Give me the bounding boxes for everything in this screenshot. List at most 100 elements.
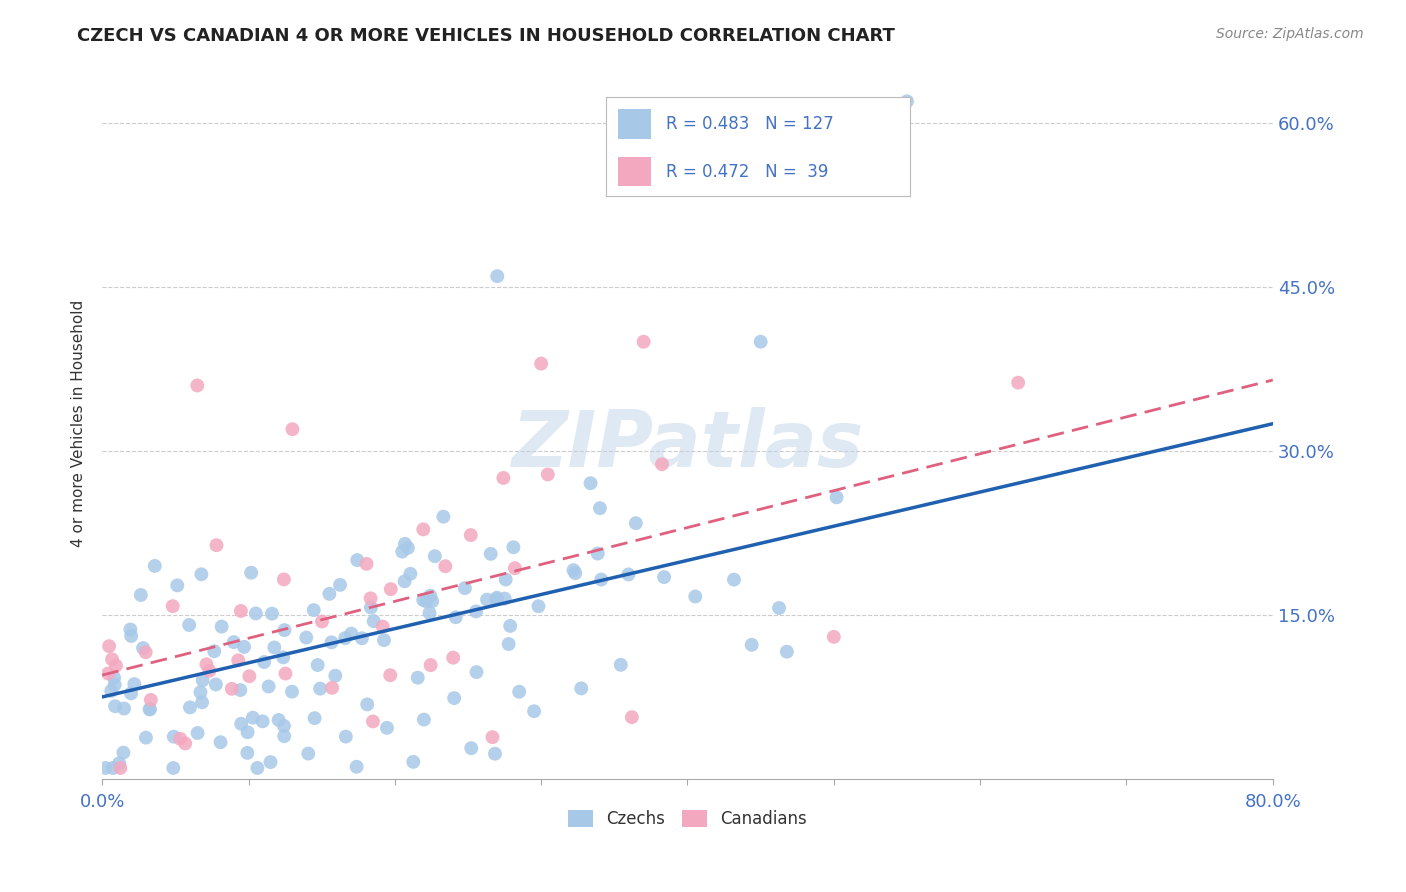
Point xyxy=(205,677,228,691)
Point xyxy=(321,635,343,649)
Point xyxy=(271,650,294,665)
Point xyxy=(530,357,553,371)
Point xyxy=(226,653,249,667)
Point xyxy=(211,619,233,633)
Point xyxy=(723,573,745,587)
Point xyxy=(591,573,613,587)
Point xyxy=(162,599,184,614)
Point xyxy=(651,457,673,471)
Point xyxy=(307,658,329,673)
Point xyxy=(236,725,259,739)
Point xyxy=(166,578,188,592)
Point xyxy=(360,591,382,606)
Point xyxy=(205,538,228,552)
Point xyxy=(108,756,131,771)
Point xyxy=(418,606,440,620)
Point xyxy=(444,610,467,624)
Point xyxy=(432,509,454,524)
Point xyxy=(419,658,441,673)
Point xyxy=(98,639,121,653)
Y-axis label: 4 or more Vehicles in Household: 4 or more Vehicles in Household xyxy=(72,300,86,548)
Point xyxy=(485,592,508,607)
Point xyxy=(198,664,221,678)
Point xyxy=(221,681,243,696)
Point xyxy=(94,761,117,775)
Point xyxy=(273,719,295,733)
Point xyxy=(486,269,509,284)
Point xyxy=(441,650,464,665)
Text: CZECH VS CANADIAN 4 OR MORE VEHICLES IN HOUSEHOLD CORRELATION CHART: CZECH VS CANADIAN 4 OR MORE VEHICLES IN … xyxy=(77,27,896,45)
Point xyxy=(361,714,384,729)
Point xyxy=(741,638,763,652)
Point xyxy=(465,604,488,618)
Point xyxy=(236,746,259,760)
Point xyxy=(281,684,304,698)
Point xyxy=(273,729,295,743)
Point xyxy=(375,721,398,735)
Point xyxy=(537,467,560,482)
Point xyxy=(749,334,772,349)
Point xyxy=(242,711,264,725)
Point xyxy=(101,652,124,666)
Point xyxy=(479,547,502,561)
Point xyxy=(371,620,394,634)
Point xyxy=(346,553,368,567)
Point xyxy=(394,537,416,551)
Point xyxy=(222,635,245,649)
Point xyxy=(179,618,201,632)
Point xyxy=(503,561,526,575)
Point xyxy=(231,716,253,731)
Point xyxy=(329,578,352,592)
Point xyxy=(346,760,368,774)
Point xyxy=(323,668,346,682)
Point xyxy=(186,378,208,392)
Text: Source: ZipAtlas.com: Source: ZipAtlas.com xyxy=(1216,27,1364,41)
Point xyxy=(617,567,640,582)
Point xyxy=(104,658,127,673)
Point xyxy=(652,570,675,584)
Point xyxy=(412,522,434,536)
Point xyxy=(685,590,707,604)
Point xyxy=(485,591,508,605)
Point xyxy=(229,604,252,618)
Point xyxy=(195,657,218,672)
Point xyxy=(415,594,437,608)
Point xyxy=(311,615,333,629)
Point xyxy=(1007,376,1029,390)
Point xyxy=(335,730,357,744)
Point xyxy=(373,633,395,648)
Point xyxy=(412,713,434,727)
Point xyxy=(402,755,425,769)
Point xyxy=(527,599,550,614)
Point xyxy=(380,582,402,596)
Point xyxy=(263,640,285,655)
Point xyxy=(396,541,419,555)
Point xyxy=(124,677,146,691)
Point xyxy=(190,567,212,582)
Point xyxy=(620,710,643,724)
Point xyxy=(309,681,332,696)
Point xyxy=(138,702,160,716)
Point xyxy=(179,700,201,714)
Point xyxy=(896,95,918,109)
Point xyxy=(350,632,373,646)
Point xyxy=(823,630,845,644)
Point xyxy=(112,746,135,760)
Point xyxy=(273,623,295,637)
Point xyxy=(495,573,517,587)
Point xyxy=(498,637,520,651)
Point xyxy=(776,645,799,659)
Point xyxy=(454,581,477,595)
Point xyxy=(129,588,152,602)
Point xyxy=(297,747,319,761)
Point xyxy=(481,730,503,744)
Point xyxy=(460,741,482,756)
Point xyxy=(267,713,290,727)
Point xyxy=(132,641,155,656)
Point xyxy=(163,730,186,744)
Point xyxy=(135,731,157,745)
Point xyxy=(356,557,378,571)
Point xyxy=(174,736,197,750)
Point xyxy=(110,761,132,775)
Point xyxy=(475,592,498,607)
